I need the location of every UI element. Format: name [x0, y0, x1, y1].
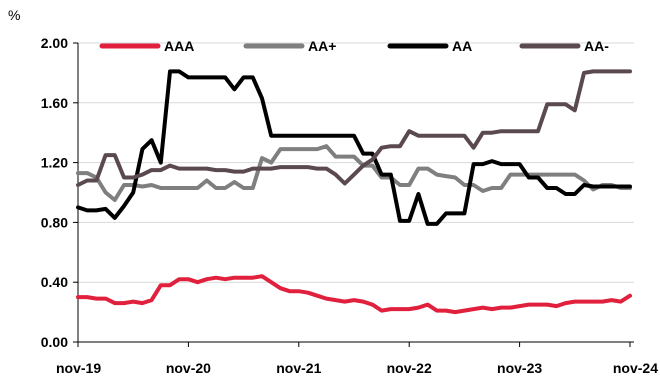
x-tick-label: nov-22 — [387, 360, 432, 376]
grid-layer — [78, 42, 634, 283]
series-layer — [76, 69, 632, 315]
x-tick-label: nov-20 — [166, 360, 211, 376]
x-tick-label: nov-23 — [497, 360, 542, 376]
y-tick-labels: 0.00 0.40 0.80 1.20 1.60 2.00 — [41, 35, 68, 350]
y-tick-label: 1.60 — [41, 95, 68, 111]
y-tick-label: 0.80 — [41, 214, 68, 230]
series-line-aaa — [76, 274, 632, 315]
series-line-aaplus — [76, 144, 632, 202]
axis-layer — [73, 42, 634, 347]
y-tick-label: 2.00 — [41, 35, 68, 51]
x-tick-labels: nov-19 nov-20 nov-21 nov-22 nov-23 nov-24 — [56, 360, 658, 376]
legend-label: AAA — [164, 38, 194, 54]
y-tick-label: 1.20 — [41, 155, 68, 171]
y-tick-label: 0.40 — [41, 274, 68, 290]
legend-label: AA — [452, 38, 472, 54]
series-line-aaminus — [76, 69, 632, 187]
y-tick-label: 0.00 — [41, 334, 68, 350]
legend-label: AA+ — [308, 38, 336, 54]
x-tick-label: nov-21 — [276, 360, 321, 376]
series-line-aa — [76, 69, 632, 226]
legend-label: AA- — [584, 38, 609, 54]
x-tick-label: nov-19 — [56, 360, 101, 376]
x-tick-label: nov-24 — [613, 360, 658, 376]
y-axis-unit-label: % — [8, 7, 20, 23]
legend: AAA AA+ AA AA- — [99, 38, 609, 54]
